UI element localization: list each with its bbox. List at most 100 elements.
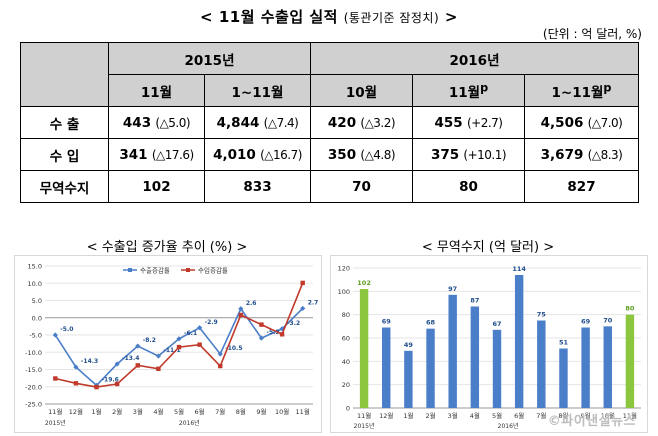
trade-balance-chart: 120 100 80 60 40 20 0 102 11월 69 12월 49 1월 68 2월 97 3월 87…: [330, 255, 648, 433]
page-title: < 11월 수출입 실적 (통관기준 잠정치) >: [0, 6, 658, 27]
month-header: 11월: [108, 74, 205, 107]
data-label: -2.9: [205, 319, 218, 326]
y-tick-label: 120: [338, 265, 350, 273]
cell-value: 827: [567, 178, 596, 195]
year-header-2016: 2016년: [310, 42, 639, 75]
month-header-label: 1~11월: [551, 84, 604, 101]
trade-balance-chart-svg: 120 100 80 60 40 20 0 102 11월 69 12월 49 1월 68 2월 97 3월 87…: [338, 265, 641, 430]
cell-value: 455: [434, 114, 463, 131]
x-tick-label: 2월: [425, 411, 435, 420]
data-label: 87: [470, 297, 479, 305]
data-point: [52, 332, 58, 338]
table-cell: 827: [524, 170, 639, 203]
data-label: 51: [559, 339, 569, 347]
cell-change: (△5.0): [155, 115, 191, 130]
table-cell: 3,679 (△8.3): [524, 138, 639, 171]
y-tick-label: -10.0: [25, 349, 42, 357]
legend-label: 수입증감률: [198, 267, 228, 275]
month-header: 1~11월p: [524, 74, 639, 107]
x-tick-label: 6월: [514, 411, 524, 420]
month-header-label: 11월: [448, 84, 481, 101]
x-tick-label: 10월: [601, 411, 615, 420]
cell-value: 341: [119, 146, 148, 163]
cell-change: (△4.8): [360, 147, 396, 162]
y-tick-label: 5.0: [32, 297, 42, 305]
x-tick-label: 1월: [91, 407, 101, 416]
cell-value: 4,506: [540, 114, 584, 131]
month-header: 10월: [310, 74, 413, 107]
year-label: 2015년: [354, 422, 375, 430]
table-cell: 4,506 (△7.0): [524, 106, 639, 139]
data-label: -6.1: [184, 330, 197, 337]
cell-change: (△7.0): [587, 115, 623, 130]
cell-value: 70: [352, 178, 371, 195]
data-label: -5.9: [266, 329, 279, 336]
bar: [625, 314, 635, 408]
bar: [382, 327, 391, 408]
data-label: 67: [492, 320, 501, 328]
table-cell: 833: [204, 170, 311, 203]
preliminary-mark: p: [603, 81, 612, 94]
table-row-import: 수 입 341 (△17.6) 4,010 (△16.7) 350 (△4.8)…: [20, 138, 639, 171]
cell-value: 350: [327, 146, 357, 163]
y-tick-label: 0: [346, 405, 350, 413]
legend-label: 수출증감률: [140, 266, 170, 275]
cell-value: 443: [122, 114, 152, 131]
title-subtitle: (통관기준 잠정치): [343, 11, 440, 25]
x-tick-label: 12월: [69, 407, 83, 416]
bar: [603, 326, 612, 408]
data-label: -13.4: [122, 355, 139, 362]
watermark: ©파이낸셜뉴스: [547, 414, 636, 429]
data-label: 49: [404, 341, 414, 349]
y-tick-label: 15.0: [28, 263, 42, 271]
table-cell: 102: [108, 170, 205, 203]
data-point: [300, 280, 305, 286]
bar: [404, 350, 413, 408]
bar: [581, 327, 590, 408]
bar: [537, 320, 546, 408]
legend-marker: [128, 268, 132, 272]
cell-value: 833: [243, 178, 272, 195]
cell-change: (△17.6): [151, 147, 194, 162]
data-point: [135, 363, 140, 368]
y-tick-label: 20: [342, 381, 350, 389]
data-point: [94, 384, 99, 390]
y-tick-label: 0.0: [32, 314, 42, 322]
x-tick-label: 1월: [403, 411, 413, 420]
month-header-label: 1~11월: [231, 84, 284, 101]
data-label: -10.5: [225, 345, 242, 352]
data-point: [279, 332, 285, 337]
data-label: 2.7: [308, 299, 319, 306]
data-label: 70: [603, 316, 613, 324]
bar: [359, 289, 369, 408]
y-tick-label: 40: [342, 358, 350, 366]
x-tick-label: 4월: [153, 407, 163, 416]
x-tick-label: 6월: [195, 407, 205, 416]
x-tick-label: 9월: [581, 411, 591, 420]
data-point: [218, 363, 223, 369]
cell-change: (+10.1): [463, 147, 507, 162]
title-end: >: [444, 8, 458, 26]
x-tick-label: 9월: [256, 407, 266, 416]
table-year-row: 2015년 2016년: [20, 42, 639, 107]
y-tick-label: 60: [342, 335, 350, 343]
year-label: 2015년: [45, 419, 66, 427]
cell-change: (△3.2): [360, 115, 396, 130]
table-cell: 375 (+10.1): [412, 138, 525, 171]
x-tick-label: 11월: [48, 407, 62, 416]
cell-value: 102: [142, 178, 171, 195]
data-label: -14.3: [81, 358, 98, 365]
y-tick-label: 10.0: [28, 280, 42, 288]
table-row-balance: 무역수지 102 833 70 80 827: [20, 170, 639, 203]
x-tick-label: 11월: [357, 411, 371, 420]
x-tick-label: 8월: [236, 407, 246, 416]
data-label: -8.2: [143, 337, 156, 344]
bar: [492, 329, 502, 408]
data-label: 2.6: [246, 300, 257, 307]
table-cell: 443 (△5.0): [108, 106, 205, 139]
data-label: 75: [537, 311, 547, 319]
cell-value: 3,679: [540, 146, 584, 163]
row-label-import: 수 입: [20, 138, 109, 171]
unit-note: (단위 : 억 달러, %): [542, 27, 642, 41]
table-cell: 350 (△4.8): [310, 138, 413, 171]
